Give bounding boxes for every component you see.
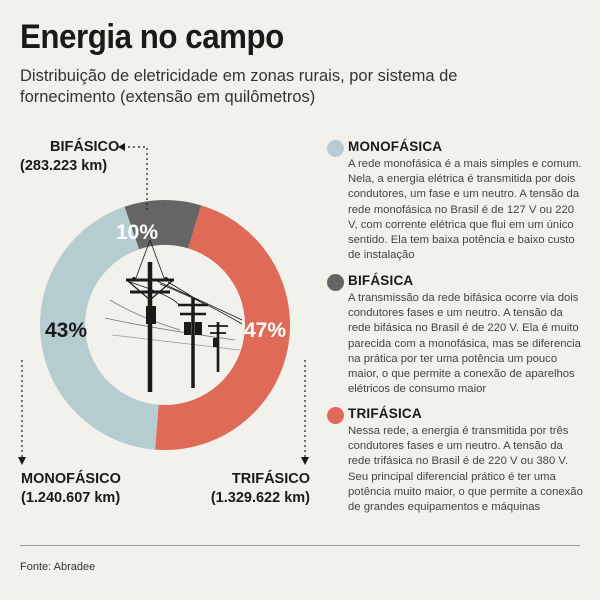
- footer-divider: [20, 545, 580, 546]
- legend-description: A transmissão da rede bifásica ocorre vi…: [348, 292, 581, 396]
- legend-title: MONOFÁSICA: [348, 139, 443, 154]
- category-value: (1.240.607 km): [21, 490, 121, 506]
- power-poles-icon: [104, 239, 243, 392]
- page-title: Energia no campo: [20, 18, 284, 56]
- slice-bifasico: [124, 200, 202, 250]
- category-label-monofasico: MONOFÁSICO (1.240.607 km): [21, 470, 121, 508]
- legend-title: TRIFÁSICA: [348, 406, 422, 421]
- legend-swatch: [327, 407, 344, 424]
- leader-line-bifasico: [125, 146, 148, 210]
- pct-label-monofasico: 43%: [45, 319, 87, 342]
- source-note: Fonte: Abradee: [20, 561, 96, 573]
- category-label-trifasico: TRIFÁSICO (1.329.622 km): [195, 470, 310, 508]
- page-subtitle: Distribuição de eletricidade em zonas ru…: [20, 67, 458, 106]
- category-name: BIFÁSICO: [50, 139, 120, 155]
- legend-swatch: [327, 274, 344, 291]
- slice-trifasico: [155, 205, 291, 450]
- category-value: (1.329.622 km): [210, 490, 310, 506]
- legend-description: Nessa rede, a energia é transmitida por …: [348, 425, 583, 514]
- category-label-bifasico: BIFÁSICO (283.223 km): [20, 138, 120, 176]
- pct-label-bifasico: 10%: [116, 221, 158, 244]
- slice-monofasico: [39, 206, 159, 450]
- category-name: TRIFÁSICO: [231, 471, 310, 487]
- legend-description: A rede monofásica é a mais simples e com…: [348, 158, 582, 262]
- category-value: (283.223 km): [20, 158, 108, 174]
- legend-title: BIFÁSICA: [348, 273, 414, 288]
- legend-swatch: [327, 140, 344, 157]
- category-name: MONOFÁSICO: [21, 471, 121, 487]
- pct-label-trifasico: 47%: [244, 319, 286, 342]
